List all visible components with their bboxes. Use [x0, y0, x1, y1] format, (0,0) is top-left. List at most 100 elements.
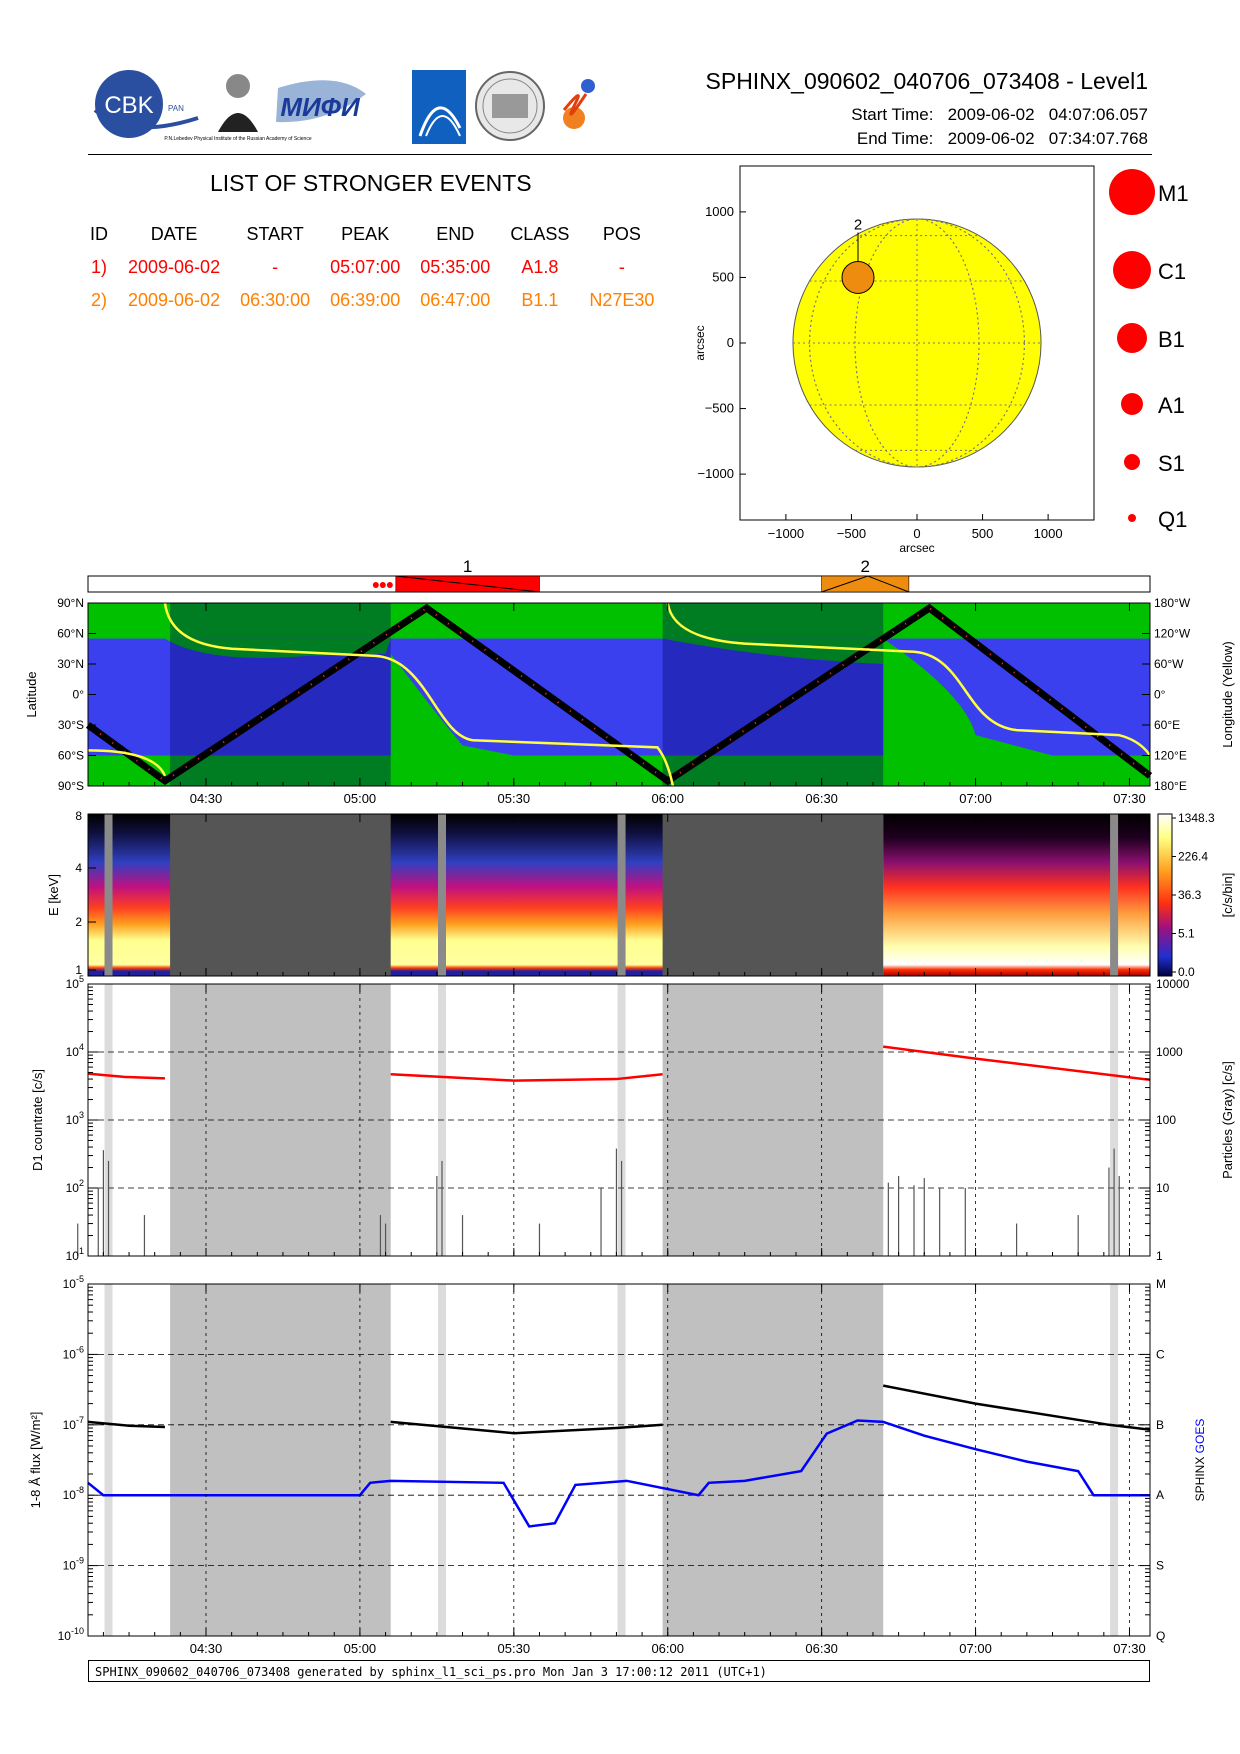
data-gap [662, 1284, 884, 1636]
x-tick-label: 0 [913, 526, 920, 541]
d1-countrate-panel: 101 1 102 10 103 100 104 1000 105 10000 D1 countra… [30, 974, 1235, 1263]
col-header: ID [90, 224, 108, 244]
y-tick-label: 30°N [57, 657, 84, 671]
x-tick-label: 04:30 [190, 791, 223, 806]
timeline-event-dot [372, 582, 379, 588]
particle-strip [1110, 814, 1119, 976]
legend-marker [1117, 323, 1147, 353]
timeline-event-dot [386, 582, 393, 588]
y-tick-label-right: 10 [1156, 1181, 1170, 1195]
timeline-frame [87, 575, 1151, 593]
sun-event-label: 2 [854, 216, 862, 233]
panel-frame [87, 813, 1151, 977]
start-label: Start Time: [851, 105, 934, 124]
y-tick-label: 10-10 [58, 1626, 84, 1643]
cbk-logo-sub: PAN [168, 104, 184, 113]
sphinx-series-line [87, 1420, 166, 1429]
col-header: END [436, 224, 475, 244]
y-tick-label: 90°N [57, 596, 84, 610]
x-tick-label: −500 [837, 526, 866, 541]
y-axis-label-right: Longitude (Yellow) [1220, 641, 1235, 747]
y-tick-label: 60°N [57, 627, 84, 641]
y-tick-label-right: 1000 [1156, 1045, 1183, 1059]
latitude-track-dots [87, 606, 1151, 783]
x-tick-label: 07:30 [1113, 1641, 1146, 1656]
orbit-shade [662, 603, 884, 786]
legend-marker [1128, 514, 1136, 522]
x-tick-label: 06:30 [805, 791, 838, 806]
legend-marker [1121, 393, 1143, 415]
y-tick-label-right: 180°W [1154, 596, 1191, 610]
y-tick-label: 102 [66, 1178, 84, 1195]
col-header: POS [602, 224, 641, 244]
event-end: 06:47:00 [420, 290, 491, 310]
event-id: 1) [90, 257, 107, 277]
goes-series-line [87, 1419, 1150, 1528]
event-class: A1.8 [521, 257, 559, 277]
colorbar-tick-label: 36.3 [1178, 888, 1202, 902]
south-belt [88, 755, 1150, 786]
x-tick-label: 500 [972, 526, 994, 541]
y-tick-label: 1 [75, 963, 82, 977]
x-axis-label: arcsec [899, 541, 934, 555]
y-tick-label: 10-6 [63, 1344, 84, 1361]
table-row: 1) 2009-06-02 - 05:07:00 05:35:00 A1.8 - [80, 257, 664, 290]
north-belt [88, 603, 1150, 639]
timeline-event-label: 2 [861, 557, 870, 576]
y-tick-label-right: M [1156, 1277, 1166, 1291]
y-tick-label-right: 120°E [1154, 749, 1187, 763]
timeline-event-slope [395, 575, 540, 593]
y-tick-label-right: 0° [1154, 688, 1166, 702]
legend-marker [1113, 251, 1151, 289]
saa-region [662, 638, 884, 664]
event-pos: - [618, 257, 625, 277]
y-tick-label: 4 [75, 861, 82, 875]
y-tick-label: −500 [705, 401, 734, 416]
y-tick-label-right: 60°E [1154, 718, 1180, 732]
y-axis-label-right: SPHINX GOES [1193, 1419, 1207, 1502]
orbit-panel: 90°N 180°W 60°N 120°W 30°N 60°W 0° 0° 30°S 60°E 60… [24, 596, 1235, 806]
x-tick-label: 06:00 [651, 791, 684, 806]
colorbar [1157, 813, 1173, 977]
y-axis-label: 1-8 Å flux [W/m²] [28, 1412, 43, 1509]
event-date: 2009-06-02 [128, 257, 221, 277]
y-tick-label-right: 120°W [1154, 627, 1191, 641]
x-tick-label: 06:30 [805, 1641, 838, 1656]
colorbar-tick-label: 226.4 [1178, 850, 1208, 864]
y-tick-label: 1000 [705, 204, 734, 219]
panel-frame [87, 1283, 1151, 1637]
d1-series-line [883, 1045, 1151, 1082]
time-range: Start Time: 2009-06-02 04:07:06.057 End … [851, 103, 1148, 151]
y-axis-label: arcsec [693, 325, 707, 360]
solar-disk-chart: −1000 −500 0 500 1000 −1000 −500 0 500 1000 arcsec… [693, 165, 1095, 555]
events-header-row: ID DATE START PEAK END CLASS POS [80, 224, 664, 257]
col-header: DATE [150, 224, 198, 244]
x-tick-label: 06:00 [651, 1641, 684, 1656]
longitude-track [163, 602, 675, 787]
longitude-track [666, 602, 1152, 757]
start-date: 2009-06-02 [947, 105, 1035, 124]
x-tick-label: 05:00 [344, 1641, 377, 1656]
particle-strip [617, 1284, 626, 1636]
y-tick-label: 104 [66, 1042, 84, 1059]
data-gap [170, 814, 391, 976]
logos: CBK PAN P.N.Lebedev Physical Institute o… [93, 70, 595, 144]
col-header: CLASS [510, 224, 570, 244]
x-tick-label: 07:00 [959, 1641, 992, 1656]
particle-strip [1110, 984, 1119, 1256]
sun-event-marker [841, 260, 875, 294]
data-gap [662, 814, 884, 976]
y-tick-label: 2 [75, 915, 82, 929]
y-tick-label: 0 [727, 335, 734, 350]
particle-strip [104, 1284, 113, 1636]
event-start: 06:30:00 [240, 290, 311, 310]
cbk-logo-text: CBK [104, 92, 153, 119]
longitude-track [87, 749, 167, 777]
timeline-event-bar [821, 575, 910, 593]
x-tick-label: 05:30 [498, 1641, 531, 1656]
event-peak: 06:39:00 [330, 290, 401, 310]
y-tick-label-right: B [1156, 1418, 1164, 1432]
x-tick-label: 05:30 [498, 791, 531, 806]
